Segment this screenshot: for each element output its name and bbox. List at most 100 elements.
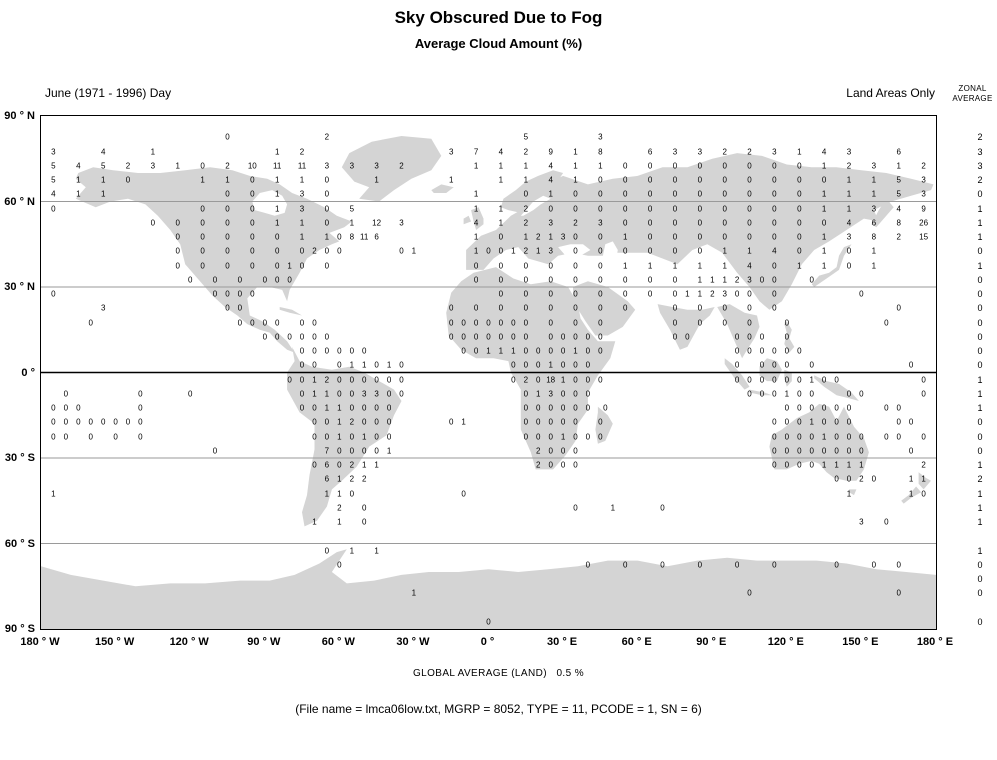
lon-axis-label: 60 ° W bbox=[321, 636, 355, 648]
grid-value: 0 bbox=[324, 189, 330, 199]
grid-value: 0 bbox=[200, 232, 205, 242]
zonal-average-value: 0 bbox=[977, 616, 983, 627]
grid-value: 0 bbox=[125, 175, 131, 185]
grid-value: 0 bbox=[603, 403, 608, 413]
grid-value: 12 bbox=[372, 218, 382, 228]
grid-value: 0 bbox=[498, 275, 504, 285]
grid-value: 1 bbox=[473, 189, 479, 199]
grid-value: 0 bbox=[548, 346, 553, 356]
grid-value: 0 bbox=[337, 389, 342, 399]
grid-value: 0 bbox=[138, 403, 143, 413]
grid-value: 0 bbox=[349, 389, 355, 399]
grid-value: 0 bbox=[250, 232, 255, 242]
grid-value: 0 bbox=[535, 417, 541, 427]
figure-subtitle: Average Cloud Amount (%) bbox=[414, 36, 583, 51]
grid-value: 0 bbox=[784, 460, 790, 470]
zonal-average-value: 0 bbox=[977, 417, 983, 428]
grid-value: 1 bbox=[523, 175, 529, 185]
grid-value: 0 bbox=[772, 446, 777, 456]
lat-axis-label: 0 ° bbox=[21, 366, 35, 379]
lat-axis-label: 30 ° S bbox=[4, 452, 35, 464]
grid-value: 0 bbox=[647, 161, 653, 171]
grid-value: 1 bbox=[784, 389, 790, 399]
grid-value: 2 bbox=[734, 275, 740, 285]
grid-value: 0 bbox=[896, 588, 901, 598]
zonal-average-value: 1 bbox=[977, 517, 983, 528]
grid-value: 1 bbox=[846, 189, 852, 199]
grid-value: 1 bbox=[535, 389, 541, 399]
grid-value: 0 bbox=[225, 303, 230, 313]
grid-value: 0 bbox=[225, 261, 230, 271]
zonal-average-value: 0 bbox=[977, 289, 983, 300]
grid-value: 0 bbox=[821, 175, 827, 185]
grid-value: 0 bbox=[337, 560, 342, 570]
grid-value: 0 bbox=[187, 275, 193, 285]
grid-value: 0 bbox=[772, 303, 777, 313]
grid-value: 1 bbox=[312, 389, 317, 399]
grid-value: 0 bbox=[473, 346, 479, 356]
grid-value: 2 bbox=[523, 218, 529, 228]
grid-value: 0 bbox=[175, 232, 180, 242]
grid-value: 0 bbox=[374, 446, 379, 456]
grid-value: 4 bbox=[473, 218, 479, 228]
grid-value: 0 bbox=[772, 161, 777, 171]
grid-value: 4 bbox=[100, 147, 106, 157]
grid-value: 0 bbox=[660, 560, 665, 570]
grid-value: 0 bbox=[386, 417, 392, 427]
grid-value: 1 bbox=[710, 275, 715, 285]
grid-value: 0 bbox=[361, 346, 367, 356]
grid-value: 0 bbox=[598, 432, 603, 442]
grid-value: 0 bbox=[734, 332, 740, 342]
global-average-label: GLOBAL AVERAGE (LAND) 0.5 % bbox=[412, 668, 585, 679]
grid-value: 2 bbox=[523, 246, 529, 256]
grid-value: 1 bbox=[821, 246, 827, 256]
grid-value: 0 bbox=[859, 389, 864, 399]
grid-value: 3 bbox=[747, 275, 752, 285]
grid-value: 0 bbox=[523, 318, 529, 328]
grid-value: 0 bbox=[374, 432, 379, 442]
lat-axis-label: 30 ° N bbox=[4, 281, 35, 293]
grid-value: 5 bbox=[523, 132, 529, 142]
grid-value: 0 bbox=[672, 189, 678, 199]
grid-value: 0 bbox=[672, 175, 678, 185]
grid-value: 1 bbox=[846, 489, 852, 499]
grid-value: 0 bbox=[324, 546, 330, 556]
grid-value: 0 bbox=[772, 389, 777, 399]
grid-value: 0 bbox=[772, 218, 777, 228]
grid-value: 0 bbox=[225, 289, 230, 299]
grid-value: 0 bbox=[834, 403, 839, 413]
grid-value: 0 bbox=[548, 275, 553, 285]
zonal-average-value: 0 bbox=[977, 574, 983, 585]
grid-value: 0 bbox=[486, 318, 491, 328]
grid-value: 0 bbox=[573, 261, 578, 271]
grid-value: 8 bbox=[896, 218, 901, 228]
grid-value: 0 bbox=[312, 332, 317, 342]
grid-value: 0 bbox=[884, 517, 889, 527]
grid-value: 0 bbox=[772, 560, 777, 570]
grid-value: 0 bbox=[647, 204, 653, 214]
grid-value: 0 bbox=[784, 446, 790, 456]
grid-value: 0 bbox=[809, 432, 814, 442]
grid-value: 0 bbox=[598, 275, 603, 285]
grid-value: 0 bbox=[51, 204, 56, 214]
grid-value: 0 bbox=[797, 432, 802, 442]
grid-value: 8 bbox=[349, 232, 355, 242]
grid-value: 1 bbox=[274, 204, 280, 214]
grid-value: 1 bbox=[200, 175, 205, 185]
grid-value: 0 bbox=[622, 275, 628, 285]
grid-value: 3 bbox=[448, 147, 454, 157]
grid-value: 0 bbox=[225, 246, 230, 256]
grid-value: 0 bbox=[548, 204, 553, 214]
grid-value: 0 bbox=[598, 175, 603, 185]
grid-value: 0 bbox=[834, 560, 839, 570]
zonal-average-value: 1 bbox=[977, 388, 983, 399]
grid-value: 0 bbox=[846, 403, 852, 413]
grid-value: 1 bbox=[573, 161, 578, 171]
grid-value: 0 bbox=[250, 246, 255, 256]
grid-value: 0 bbox=[150, 218, 156, 228]
grid-value: 0 bbox=[747, 161, 752, 171]
grid-value: 0 bbox=[697, 303, 703, 313]
grid-value: 18 bbox=[546, 375, 556, 385]
grid-value: 0 bbox=[461, 318, 466, 328]
grid-value: 0 bbox=[511, 332, 516, 342]
